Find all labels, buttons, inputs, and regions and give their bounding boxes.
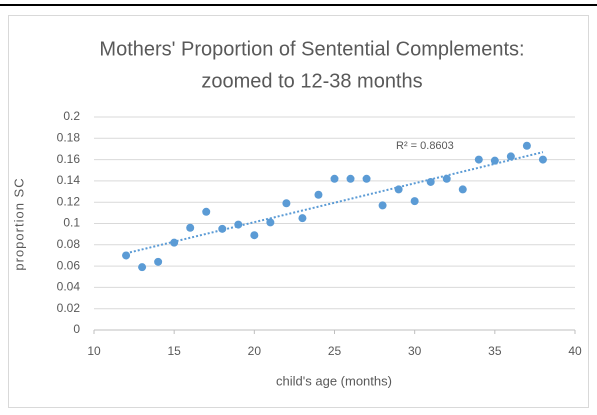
x-tick-label: 20 [248, 344, 262, 358]
point [362, 174, 371, 183]
y-tick-label: 0.06 [57, 258, 81, 272]
point [410, 197, 419, 206]
trendline [125, 151, 544, 255]
y-tick-label: 0.16 [57, 152, 81, 166]
point [538, 155, 547, 164]
point [282, 199, 291, 208]
point [442, 174, 451, 183]
x-tick-label: 10 [87, 344, 101, 358]
point [266, 218, 275, 227]
x-tick-label: 15 [167, 344, 181, 358]
y-axis-label: proportion SC [11, 177, 26, 270]
point [186, 223, 195, 232]
x-tick-label: 35 [488, 344, 502, 358]
point [330, 174, 339, 183]
point [490, 156, 499, 165]
point [314, 190, 323, 199]
y-tick-label: 0.04 [57, 280, 81, 294]
point [378, 201, 387, 210]
y-tick-label: 0.02 [57, 301, 81, 315]
y-tick-label: 0.2 [63, 109, 80, 123]
y-tick-label: 0.18 [57, 130, 81, 144]
x-tick-label: 25 [328, 344, 342, 358]
y-tick-label: 0.14 [57, 173, 81, 187]
x-axis-label: child's age (months) [276, 373, 392, 388]
point [474, 155, 483, 164]
point [426, 177, 435, 186]
point [522, 141, 531, 150]
point [458, 185, 467, 194]
x-tick-label: 40 [568, 344, 582, 358]
chart-title: Mothers' Proportion of Sentential Comple… [99, 38, 524, 60]
y-tick-label: 0 [73, 322, 80, 336]
trendline-label: R² = 0.8603 [396, 140, 454, 152]
y-tick-label: 0.08 [57, 237, 81, 251]
y-tick-label: 0.1 [63, 216, 80, 230]
point [250, 231, 259, 240]
x-tick-label: 30 [408, 344, 422, 358]
point [346, 174, 355, 183]
point [138, 263, 147, 272]
point [506, 152, 515, 161]
point [298, 214, 307, 223]
point [202, 207, 211, 216]
point [154, 257, 163, 266]
chart-title: zoomed to 12-38 months [201, 70, 422, 92]
y-tick-label: 0.12 [57, 194, 81, 208]
point [394, 185, 403, 194]
